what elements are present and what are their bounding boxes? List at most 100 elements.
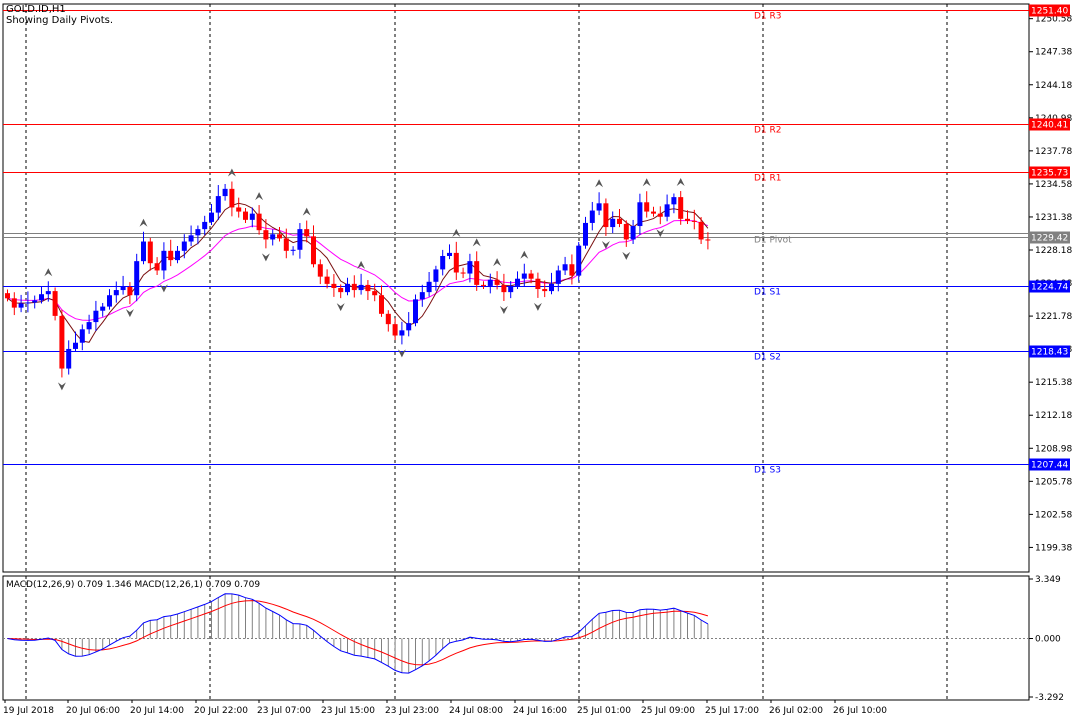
current-price-tag-bg — [1029, 231, 1070, 244]
fractal-down-arrow — [125, 309, 134, 318]
price-tag: 1240.41 — [1029, 118, 1070, 131]
symbol-label: GOLD.ID,H1 — [6, 4, 66, 15]
candle-body — [249, 213, 255, 220]
candle — [392, 318, 398, 341]
candle — [107, 289, 112, 310]
candle-body — [447, 252, 452, 256]
candle-body — [515, 278, 520, 286]
time-axis-label: 25 Jul 09:00 — [641, 706, 695, 716]
macd-main-line — [7, 593, 709, 674]
candle-body — [66, 348, 72, 369]
price-tag-label: 1235.73 — [1031, 169, 1068, 179]
candle — [596, 192, 602, 216]
candle — [419, 284, 425, 307]
candle — [113, 281, 119, 303]
candle — [617, 208, 622, 228]
candle — [623, 220, 629, 247]
candle-body — [141, 241, 146, 262]
candle — [73, 331, 78, 353]
fractal-up-arrow — [452, 228, 461, 237]
price-axis-label: 1247.38 — [1035, 48, 1072, 58]
candle — [637, 193, 643, 235]
pivot-level-label: D1 S1 — [754, 288, 781, 298]
candle — [535, 272, 541, 298]
candle — [45, 281, 51, 302]
candle-body — [168, 250, 174, 261]
candle — [406, 312, 412, 337]
candle-body — [569, 264, 575, 276]
candle-body — [399, 330, 405, 336]
candle-body — [107, 295, 112, 307]
candle — [229, 181, 235, 217]
candle-body — [5, 293, 10, 299]
candle — [542, 280, 548, 298]
time-axis-label: 20 Jul 22:00 — [194, 706, 248, 716]
candle-body — [705, 239, 711, 241]
candle — [100, 302, 106, 317]
candle-body — [494, 279, 500, 285]
candle — [249, 207, 255, 228]
candle — [168, 239, 174, 267]
time-axis-label: 20 Jul 06:00 — [66, 706, 120, 716]
fractal-up-arrow — [357, 260, 366, 269]
macd-axis-label: 0.000 — [1035, 635, 1061, 645]
candle-body — [535, 278, 541, 290]
candle-body — [549, 283, 554, 292]
candle-body — [256, 213, 262, 231]
candle — [175, 245, 180, 264]
candle — [134, 253, 140, 302]
candle-body — [440, 255, 446, 270]
candle-body — [392, 324, 398, 336]
fractal-down-arrow — [397, 349, 406, 358]
candle — [79, 324, 85, 351]
candle-body — [243, 211, 248, 220]
candle-body — [413, 299, 418, 324]
macd-axis-label: -3.292 — [1035, 693, 1064, 703]
candle — [304, 220, 310, 243]
candle — [426, 271, 432, 297]
candle-body — [100, 306, 106, 311]
candle-body — [277, 234, 282, 239]
time-axis-label: 19 Jul 2018 — [3, 706, 54, 716]
moving-average-slow — [7, 219, 709, 321]
price-axis-label: 1221.78 — [1035, 312, 1072, 322]
candle-body — [501, 284, 507, 293]
candle — [379, 285, 384, 317]
candle — [413, 294, 418, 327]
time-axis-label: 25 Jul 17:00 — [705, 706, 759, 716]
candle-body — [664, 204, 670, 217]
candle-body — [11, 298, 17, 308]
candle — [32, 295, 38, 309]
price-tag-bg — [1029, 458, 1070, 471]
candle — [630, 219, 636, 245]
candle — [433, 265, 439, 291]
candle — [345, 277, 350, 296]
time-axis-label: 23 Jul 15:00 — [321, 706, 375, 716]
candle-body — [351, 283, 357, 291]
candle-body — [127, 286, 133, 296]
candle — [154, 257, 160, 275]
time-axis-label: 25 Jul 01:00 — [577, 706, 631, 716]
price-axis-label: 1212.18 — [1035, 411, 1072, 421]
candle — [331, 274, 337, 297]
candle-body — [596, 203, 602, 211]
fractal-up-arrow — [520, 250, 529, 259]
candle-body — [671, 197, 677, 205]
candle — [263, 219, 269, 249]
fractal-down-arrow — [57, 382, 66, 391]
candle — [698, 217, 704, 245]
time-axis-label: 20 Jul 14:00 — [130, 706, 184, 716]
time-axis-label: 24 Jul 08:00 — [449, 706, 503, 716]
fractal-up-arrow — [227, 168, 236, 177]
candle-body — [379, 295, 384, 314]
candle-body — [528, 273, 534, 279]
macd-panel-frame — [2, 575, 1030, 701]
candle-body — [120, 286, 126, 291]
price-tag-label: 1240.41 — [1031, 121, 1068, 131]
candle-body — [270, 234, 276, 240]
candle-body — [474, 261, 480, 285]
candle-body — [583, 222, 588, 246]
subtitle-label: Showing Daily Pivots. — [6, 15, 114, 26]
price-axis-label: 1250.58 — [1035, 15, 1072, 25]
